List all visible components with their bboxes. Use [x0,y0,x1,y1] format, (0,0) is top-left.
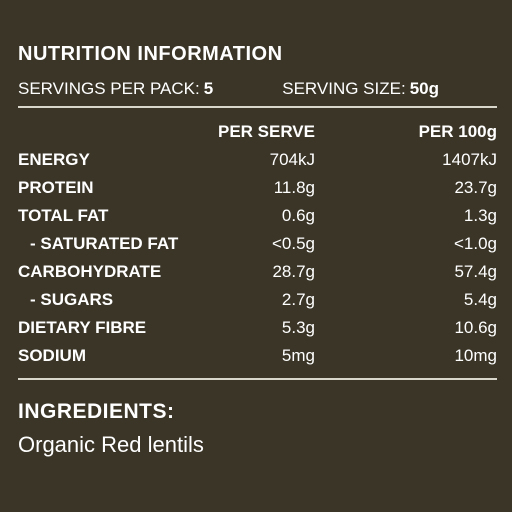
servings-per-pack-value: 5 [203,79,214,98]
nutrient-name: SODIUM [18,346,86,365]
serving-size-value: 50g [409,79,439,98]
servings-row: SERVINGS PER PACK: 5 SERVING SIZE: 50g [18,76,497,102]
nutrient-per-serve: 11.8g [273,178,315,197]
nutrient-name: ENERGY [18,150,90,169]
nutrient-per-100g: 10mg [454,346,497,365]
table-row: - SATURATED FAT <0.5g <1.0g [18,230,497,258]
nutrient-per-serve: 704kJ [269,150,315,169]
nutrient-name: TOTAL FAT [18,206,109,225]
nutrient-name: PROTEIN [18,178,94,197]
nutrient-per-100g: 10.6g [454,318,497,337]
nutrient-per-100g: 1407kJ [442,150,497,169]
nutrient-per-100g: <1.0g [453,234,497,253]
nutrient-name: CARBOHYDRATE [18,262,162,281]
nutrient-per-serve: 28.7g [272,262,315,281]
servings-per-pack-label: SERVINGS PER PACK: [18,79,200,98]
table-row: SODIUM 5mg 10mg [18,342,497,370]
nutrient-name: DIETARY FIBRE [18,318,147,337]
nutrient-per-serve: 2.7g [281,290,315,309]
serving-size: SERVING SIZE: 50g [282,76,439,102]
table-row: - SUGARS 2.7g 5.4g [18,286,497,314]
ingredients-title: INGREDIENTS: [18,400,175,423]
nutrient-name: - SUGARS [30,290,114,309]
table-row: TOTAL FAT 0.6g 1.3g [18,202,497,230]
nutrient-name: - SATURATED FAT [30,234,179,253]
serving-size-label: SERVING SIZE: [282,79,406,98]
ingredients-text: Organic Red lentils [18,432,204,457]
nutrition-panel: NUTRITION INFORMATION SERVINGS PER PACK:… [18,40,497,460]
nutrient-per-100g: 57.4g [454,262,497,281]
nutrient-per-100g: 5.4g [463,290,497,309]
nutrient-per-100g: 23.7g [454,178,497,197]
divider-top [18,106,497,108]
servings-per-pack: SERVINGS PER PACK: 5 [18,76,213,102]
nutrient-per-100g: 1.3g [463,206,497,225]
table-row: DIETARY FIBRE 5.3g 10.6g [18,314,497,342]
table-row: ENERGY 704kJ 1407kJ [18,146,497,174]
nutrient-per-serve: 5mg [281,346,315,365]
header-per-100g: PER 100g [418,122,497,141]
header-per-serve: PER SERVE [217,122,315,141]
divider-bottom [18,378,497,380]
nutrition-table: PER SERVE PER 100g ENERGY 704kJ 1407kJ P… [18,118,497,370]
nutrient-per-serve: <0.5g [271,234,315,253]
header-spacer [18,118,193,146]
table-row: CARBOHYDRATE 28.7g 57.4g [18,258,497,286]
nutrient-per-serve: 0.6g [281,206,315,225]
table-header-row: PER SERVE PER 100g [18,118,497,146]
table-row: PROTEIN 11.8g 23.7g [18,174,497,202]
nutrition-title: NUTRITION INFORMATION [18,43,283,65]
nutrient-per-serve: 5.3g [281,318,315,337]
